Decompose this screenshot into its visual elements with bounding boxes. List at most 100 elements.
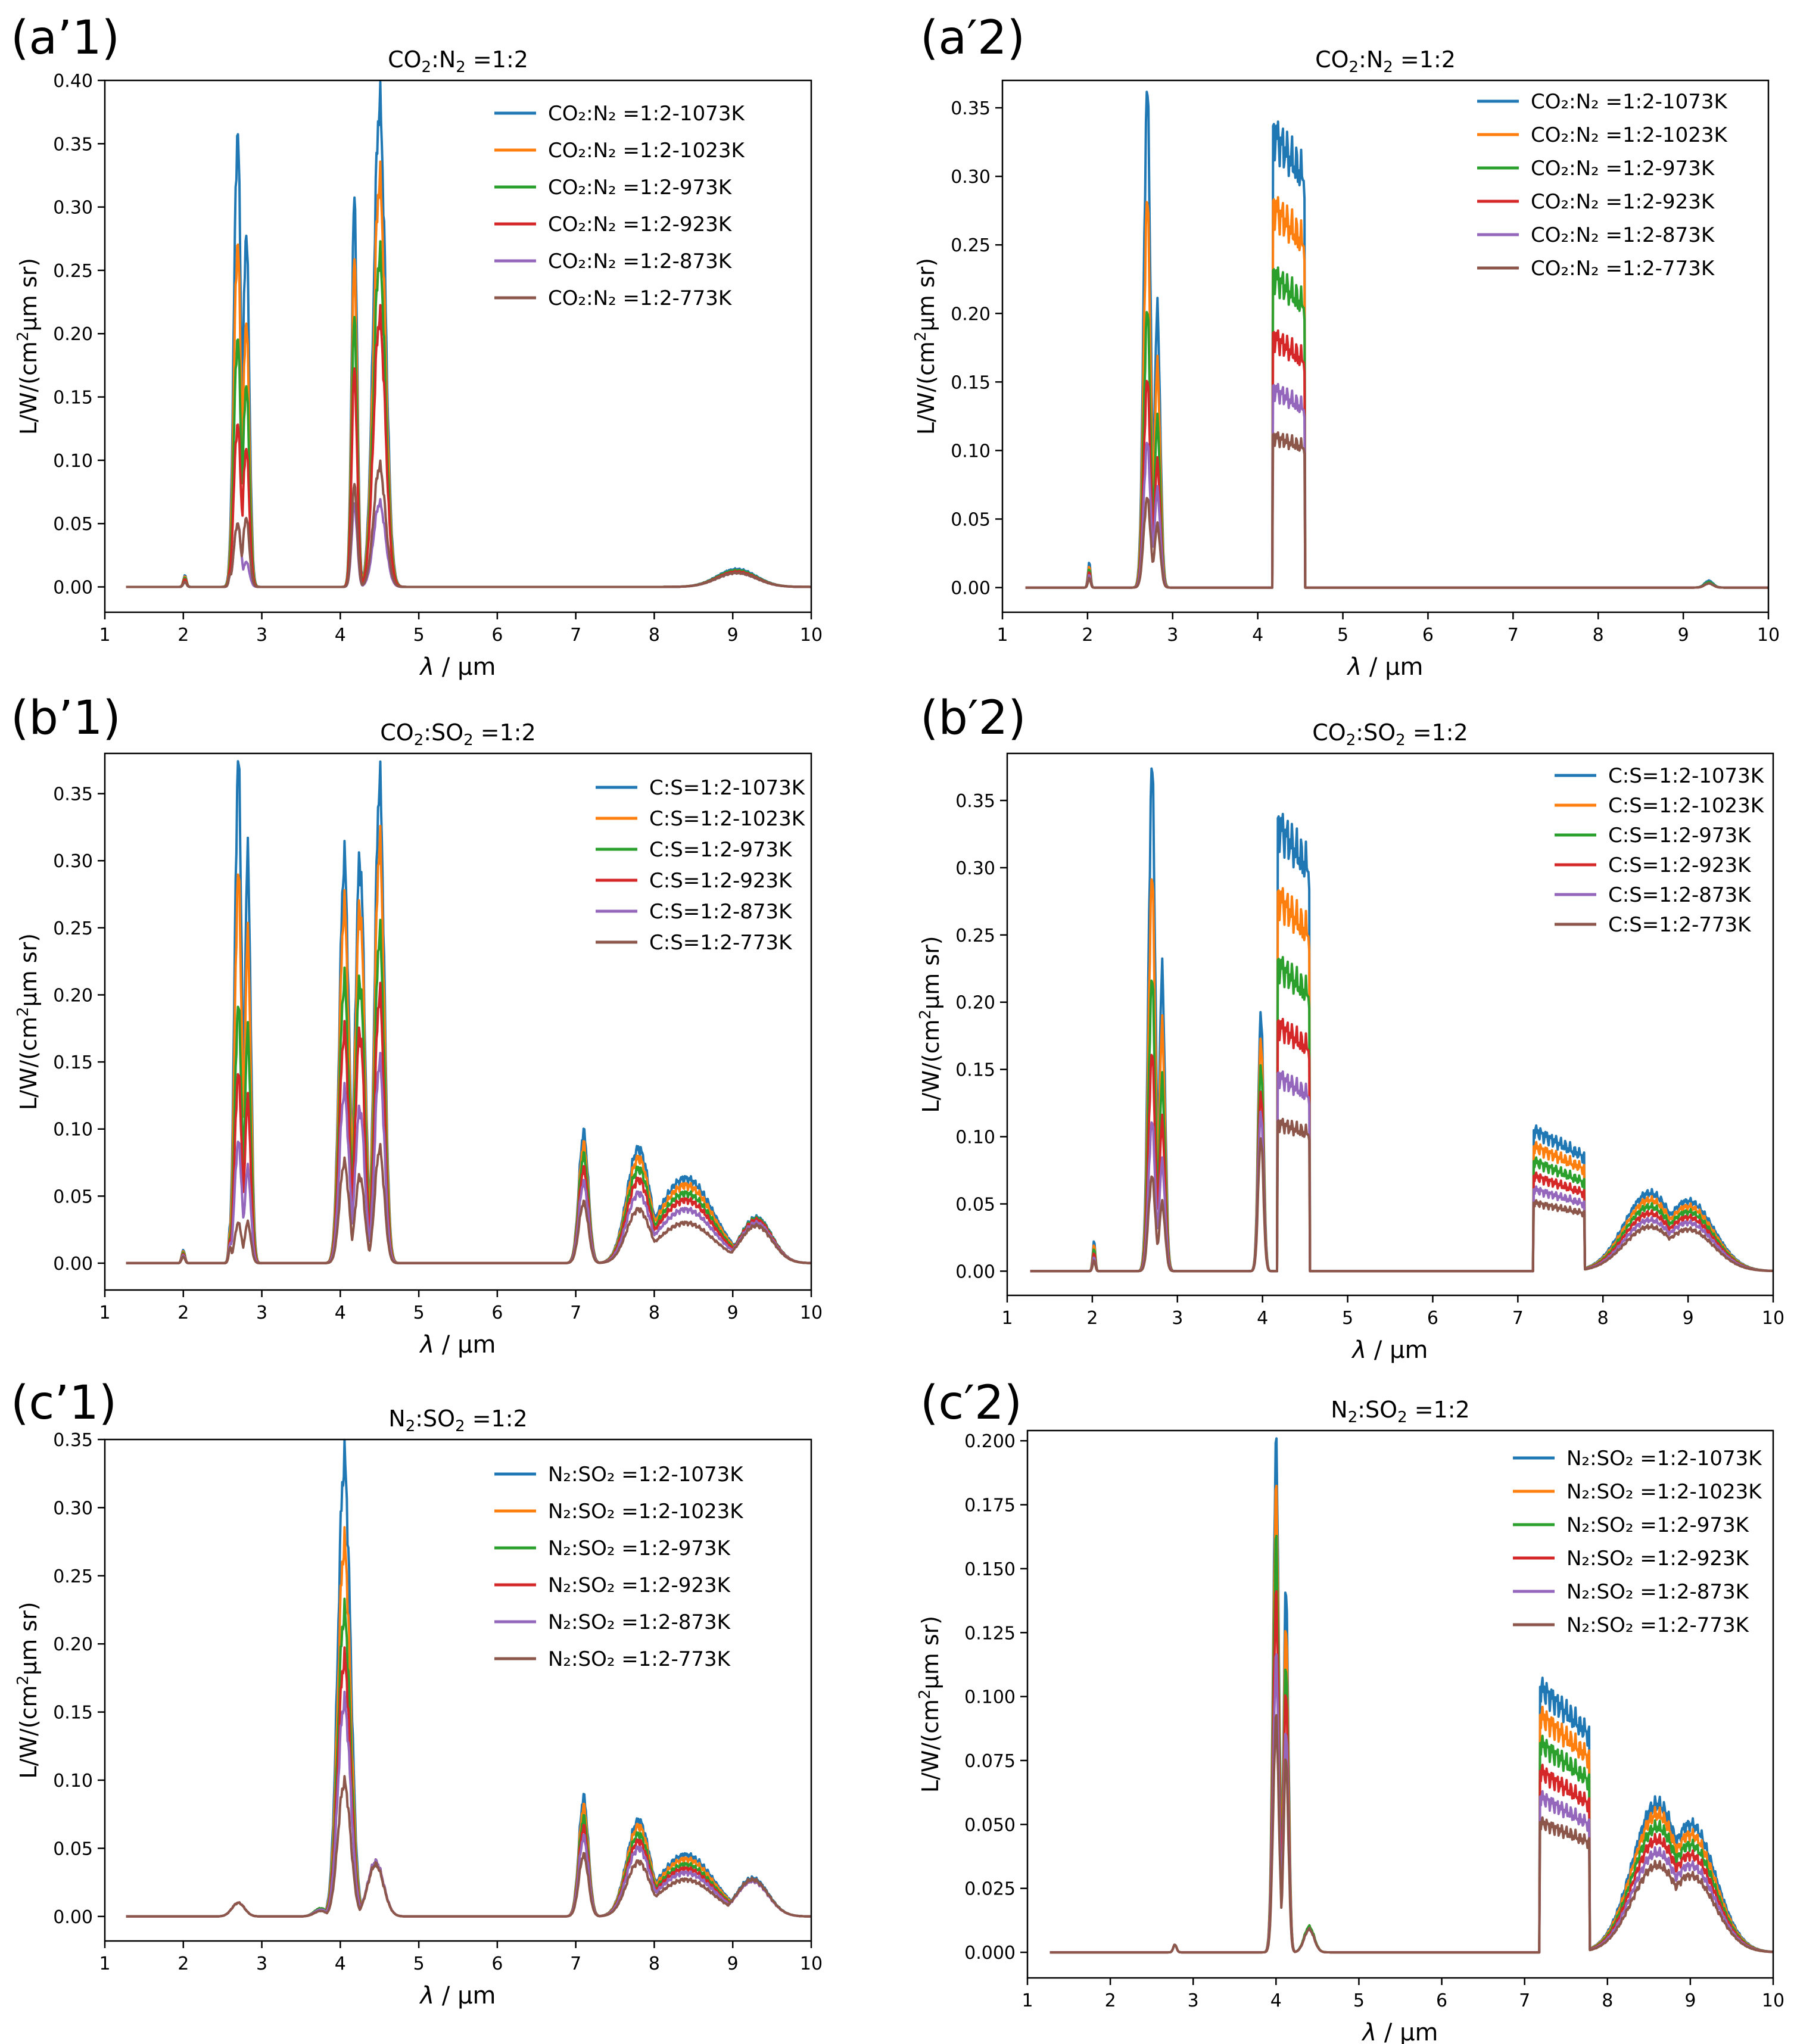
y-tick-label-a1: 0.40 xyxy=(53,71,93,92)
y-tick-label-a2: 0.35 xyxy=(951,98,991,119)
x-axis-symbol: λ xyxy=(419,1982,442,2009)
x-tick-label-b2: 1 xyxy=(1001,1308,1013,1329)
axes-frame-b1 xyxy=(104,752,812,1291)
x-tick-label-c2: 10 xyxy=(1762,1990,1784,2011)
series-line-c2-923K xyxy=(1049,1590,1774,1954)
legend-label-c2-1073K: N₂:SO₂ =1:2-1073K xyxy=(1566,1447,1762,1470)
legend-label-a1-973K: CO₂:N₂ =1:2-973K xyxy=(548,176,733,200)
x-tick-label-c2: 5 xyxy=(1353,1990,1365,2011)
x-tick-label-a2: 5 xyxy=(1337,625,1348,646)
y-axis-label-c2: L/W/(cm2μm sr) xyxy=(916,1616,943,1793)
y-tick-label-b1: 0.00 xyxy=(53,1254,93,1275)
x-tick-label-c1: 5 xyxy=(413,1953,425,1974)
x-tick-label-a1: 5 xyxy=(413,625,425,646)
y-tick-label-c1: 0.25 xyxy=(53,1566,93,1587)
legend-label-b2-923K: C:S=1:2-923K xyxy=(1608,853,1752,877)
x-tick-label-c2: 4 xyxy=(1270,1990,1282,2011)
y-tick-label-a2: 0.15 xyxy=(951,372,991,393)
y-tick-label-a2: 0.00 xyxy=(951,578,991,599)
x-tick-label-b2: 8 xyxy=(1597,1308,1609,1329)
series-line-a1-773K xyxy=(125,459,812,588)
y-tick-label-b1: 0.15 xyxy=(53,1052,93,1073)
y-tick-label-c1: 0.15 xyxy=(53,1703,93,1724)
x-tick-label-a1: 10 xyxy=(800,625,823,646)
legend-label-b2-773K: C:S=1:2-773K xyxy=(1608,913,1752,937)
series-line-a2-1023K xyxy=(1025,196,1769,589)
x-tick-label-a1: 2 xyxy=(177,625,189,646)
x-tick-label-c2: 7 xyxy=(1519,1990,1530,2011)
series-line-a2-923K xyxy=(1025,329,1769,589)
series-line-a2-873K xyxy=(1025,383,1769,589)
y-tick-label-a1: 0.10 xyxy=(53,451,93,472)
y-tick-label-c2: 0.075 xyxy=(964,1751,1016,1772)
x-tick-label-b1: 2 xyxy=(177,1303,189,1323)
chart-title-c2: N2:SO2 =1:2 xyxy=(1331,1397,1469,1426)
x-tick-label-b2: 5 xyxy=(1342,1308,1353,1329)
axes-frame-b2 xyxy=(1006,752,1774,1297)
y-tick-label-c1: 0.20 xyxy=(53,1634,93,1655)
x-tick-label-b2: 2 xyxy=(1086,1308,1098,1329)
chart-title-a1: CO2:N2 =1:2 xyxy=(388,46,528,76)
y-tick-label-a2: 0.10 xyxy=(951,441,991,462)
y-axis-label-a2: L/W/(cm2μm sr) xyxy=(912,258,939,435)
x-axis-label-c2: λ / μm xyxy=(1362,2019,1438,2044)
legend-label-c2-923K: N₂:SO₂ =1:2-923K xyxy=(1566,1547,1750,1571)
y-tick-label-a1: 0.15 xyxy=(53,388,93,409)
legend-label-c2-873K: N₂:SO₂ =1:2-873K xyxy=(1566,1580,1750,1604)
x-tick-label-c1: 6 xyxy=(491,1953,503,1974)
series-line-b2-873K xyxy=(1030,1070,1774,1273)
x-tick-label-a1: 9 xyxy=(727,625,739,646)
y-tick-label-a2: 0.25 xyxy=(951,235,991,256)
x-tick-label-b1: 1 xyxy=(99,1303,110,1323)
series-line-a2-773K xyxy=(1025,431,1769,589)
y-tick-label-c2: 0.000 xyxy=(964,1943,1016,1964)
x-axis-label-c1: λ / μm xyxy=(419,1982,496,2009)
chart-title-b1: CO2:SO2 =1:2 xyxy=(380,719,535,749)
y-axis-label-a1: L/W/(cm2μm sr) xyxy=(14,258,42,435)
axes-frame-a2 xyxy=(1001,79,1770,613)
y-tick-label-c1: 0.30 xyxy=(53,1498,93,1519)
panel-label-c1: (c’1) xyxy=(11,1376,117,1430)
x-tick-label-c1: 8 xyxy=(649,1953,660,1974)
legend-label-c2-973K: N₂:SO₂ =1:2-973K xyxy=(1566,1513,1750,1537)
y-tick-label-b1: 0.30 xyxy=(53,851,93,872)
x-axis-symbol: λ xyxy=(1347,653,1369,681)
y-tick-label-c1: 0.00 xyxy=(53,1907,93,1928)
x-tick-label-c1: 4 xyxy=(335,1953,346,1974)
x-tick-label-c1: 9 xyxy=(727,1953,739,1974)
series-line-b1-773K xyxy=(125,1143,812,1264)
legend-label-a1-1023K: CO₂:N₂ =1:2-1023K xyxy=(548,139,745,163)
x-tick-label-b1: 4 xyxy=(335,1303,346,1323)
series-line-b1-973K xyxy=(125,918,812,1264)
x-axis-label-b2: λ / μm xyxy=(1351,1336,1428,1364)
x-axis-label-b1: λ / μm xyxy=(419,1331,496,1358)
x-tick-label-a1: 3 xyxy=(256,625,267,646)
chart-a1: (a’1) CO2:N2 =1:2 1 2 3 4 5 6 7 8 9 10 0.00 0.05 0.10 0… xyxy=(11,11,823,681)
x-tick-label-a2: 3 xyxy=(1167,625,1178,646)
y-tick-label-a2: 0.30 xyxy=(951,167,991,188)
x-tick-label-a1: 7 xyxy=(570,625,581,646)
panel-label-b1: (b’1) xyxy=(11,691,121,745)
legend-label-b1-923K: C:S=1:2-923K xyxy=(649,869,793,893)
legend-label-b2-873K: C:S=1:2-873K xyxy=(1608,883,1752,907)
x-tick-label-c2: 1 xyxy=(1021,1990,1033,2011)
y-tick-label-c2: 0.025 xyxy=(964,1879,1016,1900)
y-tick-label-c2: 0.200 xyxy=(964,1431,1016,1452)
x-tick-label-c2: 6 xyxy=(1436,1990,1447,2011)
chart-a2: (a′2) CO2:N2 =1:2 1 2 3 4 5 6 7 8 9 10 0.00 0.05 0.10 0… xyxy=(912,11,1780,681)
y-tick-label-b2: 0.00 xyxy=(955,1261,995,1282)
chart-b2: (b′2) CO2:SO2 =1:2 1 2 3 4 5 6 7 8 9 10 0.00 0.05 0.10… xyxy=(917,691,1784,1364)
x-axis-label-a2: λ / μm xyxy=(1347,653,1424,681)
y-axis-label-c1: L/W/(cm2μm sr) xyxy=(14,1601,42,1778)
x-axis-unit: / μm xyxy=(442,1331,496,1358)
x-tick-label-a1: 4 xyxy=(335,625,346,646)
y-tick-label-b2: 0.05 xyxy=(955,1194,995,1215)
y-tick-label-b2: 0.20 xyxy=(955,993,995,1014)
legend-label-c1-1073K: N₂:SO₂ =1:2-1073K xyxy=(548,1463,744,1487)
y-tick-label-c2: 0.175 xyxy=(964,1495,1016,1516)
x-tick-label-b1: 10 xyxy=(800,1303,823,1323)
y-tick-label-a1: 0.00 xyxy=(53,577,93,598)
legend-label-a2-1023K: CO₂:N₂ =1:2-1023K xyxy=(1531,123,1728,147)
axes-frame-c2 xyxy=(1026,1429,1774,1979)
legend-label-a2-1073K: CO₂:N₂ =1:2-1073K xyxy=(1531,90,1728,114)
